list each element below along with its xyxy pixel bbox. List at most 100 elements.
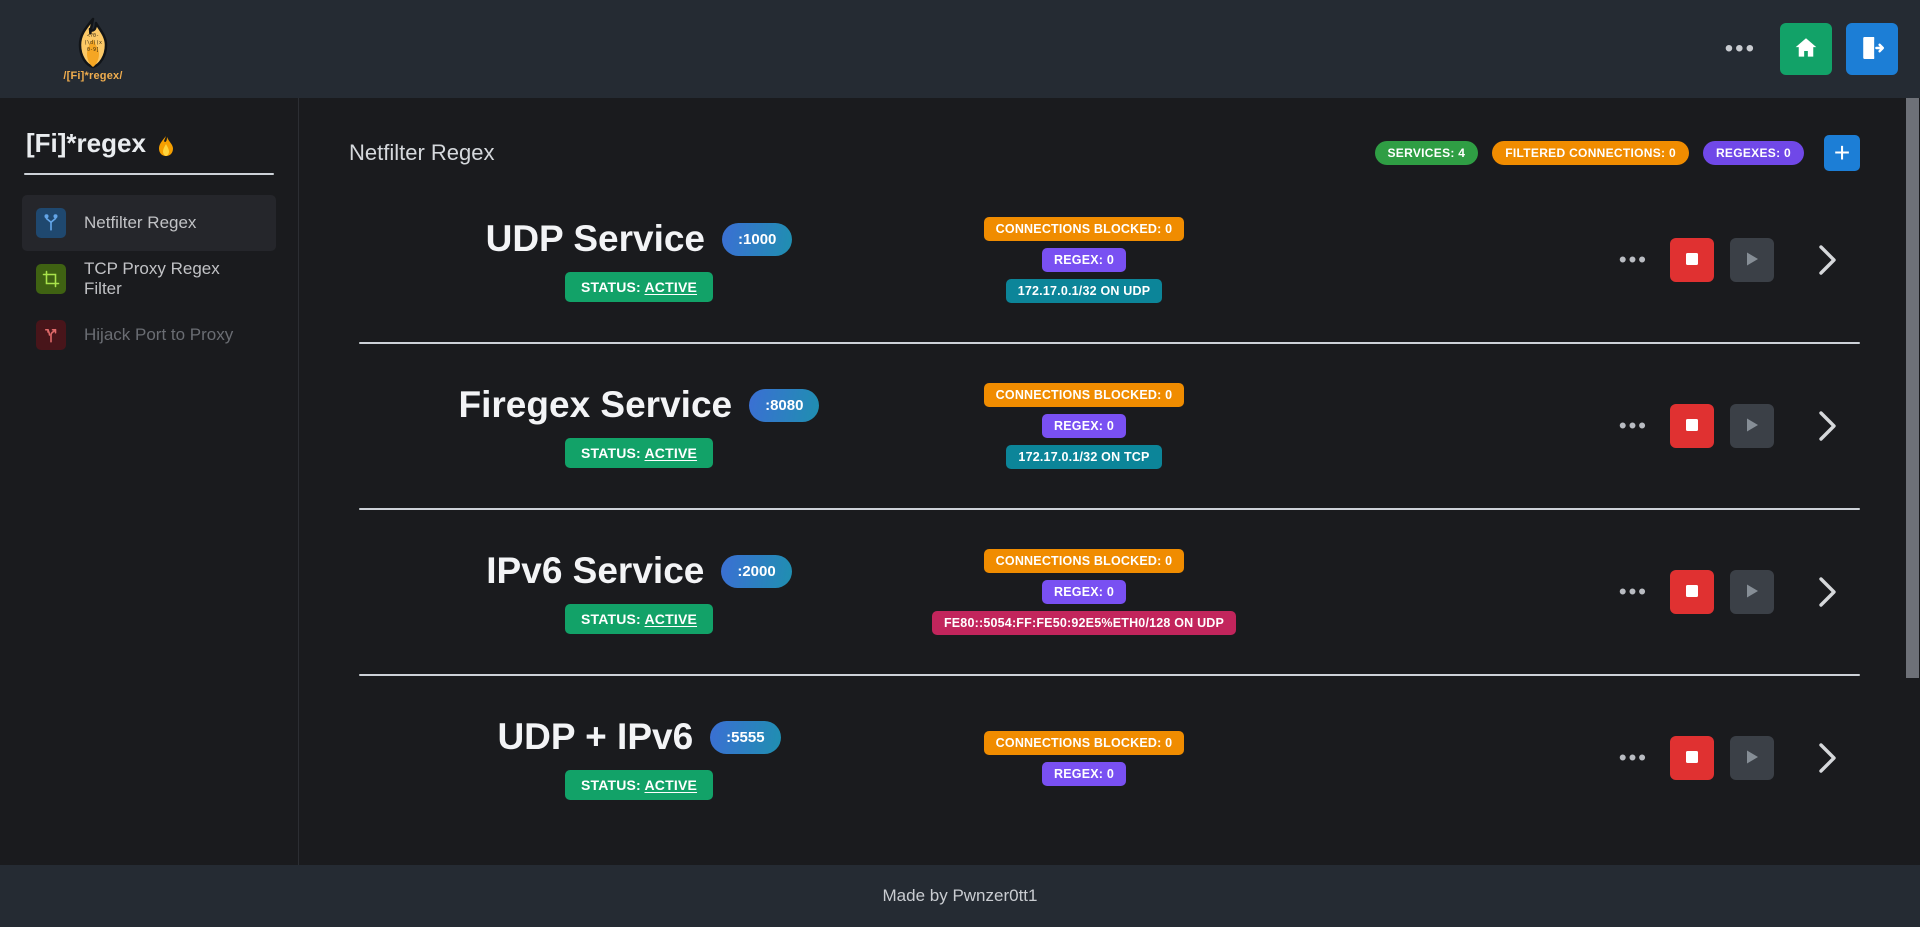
- svg-text:0-9]: 0-9]: [87, 47, 99, 53]
- body-row: [Fi]*regex Netfilter Regex: [0, 98, 1920, 865]
- scrollbar-thumb[interactable]: [1906, 98, 1919, 678]
- stat-connections-blocked: CONNECTIONS BLOCKED: 0: [983, 383, 1185, 407]
- sidebar-item-label: TCP Proxy Regex Filter: [84, 259, 220, 298]
- service-name: UDP Service: [485, 218, 706, 259]
- logout-button[interactable]: [1846, 23, 1898, 75]
- play-icon: [1743, 582, 1761, 603]
- chevron-right-icon: [1819, 411, 1836, 441]
- service-stats: CONNECTIONS BLOCKED: 0 REGEX: 0 172.17.0…: [919, 383, 1249, 469]
- footer-text: Made by Pwnzer0tt1: [882, 886, 1038, 905]
- stat-target-address: 172.17.0.1/32 ON UDP: [1005, 279, 1163, 303]
- stop-service-button[interactable]: [1670, 736, 1714, 780]
- flame-logo-icon: <?0- (\d)(x 0-9]: [69, 17, 117, 69]
- logout-icon: [1859, 35, 1885, 64]
- stop-service-button[interactable]: [1670, 570, 1714, 614]
- status-badge-filtered-connections: FILTERED CONNECTIONS: 0: [1492, 141, 1689, 165]
- header-badges: SERVICES: 4 FILTERED CONNECTIONS: 0 REGE…: [1374, 135, 1860, 171]
- flame-icon: [156, 133, 176, 156]
- sidebar-title-text: [Fi]*regex: [26, 128, 146, 158]
- start-service-button[interactable]: [1730, 238, 1774, 282]
- service-stats: CONNECTIONS BLOCKED: 0 REGEX: 0 172.17.0…: [919, 217, 1249, 303]
- service-status-badge: STATUS: ACTIVE: [564, 438, 714, 468]
- play-icon: [1743, 748, 1761, 769]
- stat-connections-blocked: CONNECTIONS BLOCKED: 0: [983, 217, 1185, 241]
- start-service-button[interactable]: [1730, 736, 1774, 780]
- sidebar-divider: [24, 173, 274, 175]
- service-overflow-menu-icon[interactable]: •••: [1618, 745, 1648, 770]
- status-badge-regexes: REGEXES: 0: [1702, 141, 1804, 165]
- brand-caption: /[Fi]*regex/: [63, 69, 123, 82]
- stop-icon: [1683, 416, 1701, 437]
- service-details-button[interactable]: [1804, 569, 1850, 615]
- svg-text:<?0-: <?0-: [87, 33, 99, 39]
- sidebar-item-netfilter-regex[interactable]: Netfilter Regex: [22, 195, 276, 251]
- service-card: UDP + IPv6 :5555 STATUS: ACTIVE CONNECTI…: [349, 676, 1870, 840]
- sidebar-item-label: Hijack Port to Proxy: [84, 325, 234, 344]
- stop-icon: [1683, 250, 1701, 271]
- top-bar: <?0- (\d)(x 0-9] /[Fi]*regex/ •••: [0, 0, 1920, 98]
- service-title-row: IPv6 Service :2000: [486, 550, 792, 592]
- sidebar-item-tcp-proxy-regex-filter[interactable]: TCP Proxy Regex Filter: [22, 251, 276, 307]
- chevron-right-icon: [1819, 743, 1836, 773]
- sidebar-item-hijack-port-to-proxy[interactable]: Hijack Port to Proxy: [22, 307, 276, 363]
- service-name: UDP + IPv6: [497, 716, 694, 757]
- service-details-button[interactable]: [1804, 735, 1850, 781]
- overflow-menu-icon[interactable]: •••: [1724, 35, 1756, 62]
- stat-target-address: 172.17.0.1/32 ON TCP: [1006, 445, 1162, 469]
- crop-icon: [36, 264, 66, 294]
- service-details-button[interactable]: [1804, 237, 1850, 283]
- page-title: Netfilter Regex: [349, 140, 495, 165]
- stat-connections-blocked: CONNECTIONS BLOCKED: 0: [983, 730, 1185, 755]
- service-title-row: UDP Service :1000: [486, 218, 793, 260]
- stop-service-button[interactable]: [1670, 404, 1714, 448]
- service-divider: [359, 508, 1860, 510]
- stat-connections-blocked: CONNECTIONS BLOCKED: 0: [983, 549, 1185, 573]
- stop-service-button[interactable]: [1670, 238, 1714, 282]
- add-service-button[interactable]: +: [1824, 135, 1860, 171]
- chevron-right-icon: [1819, 577, 1836, 607]
- service-title-row: UDP + IPv6 :5555: [497, 716, 781, 758]
- sidebar-title: [Fi]*regex: [22, 120, 276, 159]
- service-actions: •••: [1613, 237, 1860, 283]
- service-overflow-menu-icon[interactable]: •••: [1618, 413, 1648, 438]
- main-header: Netfilter Regex SERVICES: 4 FILTERED CON…: [341, 128, 1878, 178]
- service-identity: UDP Service :1000 STATUS: ACTIVE: [359, 218, 919, 302]
- service-overflow-menu-icon[interactable]: •••: [1618, 247, 1648, 272]
- status-prefix: STATUS:: [580, 445, 645, 461]
- brand-logo[interactable]: <?0- (\d)(x 0-9] /[Fi]*regex/: [56, 12, 130, 86]
- service-card: IPv6 Service :2000 STATUS: ACTIVE CONNEC…: [349, 510, 1870, 674]
- chevron-right-icon: [1819, 245, 1836, 275]
- stat-target-address: FE80::5054:FF:FE50:92E5%ETH0/128 ON UDP: [931, 611, 1237, 635]
- status-prefix: STATUS:: [580, 611, 645, 627]
- start-service-button[interactable]: [1730, 404, 1774, 448]
- service-name: Firegex Service: [458, 384, 733, 425]
- status-value: ACTIVE: [644, 445, 698, 461]
- status-value: ACTIVE: [644, 777, 698, 793]
- footer: Made by Pwnzer0tt1: [0, 865, 1920, 927]
- status-value: ACTIVE: [644, 279, 698, 295]
- service-overflow-menu-icon[interactable]: •••: [1618, 579, 1648, 604]
- home-button[interactable]: [1780, 23, 1832, 75]
- service-actions: •••: [1613, 569, 1860, 615]
- status-value: ACTIVE: [644, 611, 698, 627]
- start-service-button[interactable]: [1730, 570, 1774, 614]
- service-title-row: Firegex Service :8080: [459, 384, 820, 426]
- network-fork-icon: [36, 208, 66, 238]
- stat-regex-count: REGEX: 0: [1042, 761, 1126, 786]
- service-identity: UDP + IPv6 :5555 STATUS: ACTIVE: [359, 716, 919, 800]
- status-prefix: STATUS:: [580, 279, 645, 295]
- vertical-scrollbar[interactable]: [1904, 98, 1920, 865]
- service-card: UDP Service :1000 STATUS: ACTIVE CONNECT…: [349, 178, 1870, 342]
- service-identity: Firegex Service :8080 STATUS: ACTIVE: [359, 384, 919, 468]
- service-details-button[interactable]: [1804, 403, 1850, 449]
- service-card: Firegex Service :8080 STATUS: ACTIVE CON…: [349, 344, 1870, 508]
- route-split-icon: [36, 320, 66, 350]
- sidebar-item-label: Netfilter Regex: [84, 213, 197, 232]
- service-port-badge: :2000: [721, 554, 792, 588]
- service-status-badge: STATUS: ACTIVE: [564, 604, 714, 634]
- service-list: UDP Service :1000 STATUS: ACTIVE CONNECT…: [341, 178, 1878, 840]
- play-icon: [1743, 416, 1761, 437]
- service-status-badge: STATUS: ACTIVE: [564, 272, 714, 302]
- stat-regex-count: REGEX: 0: [1042, 414, 1126, 438]
